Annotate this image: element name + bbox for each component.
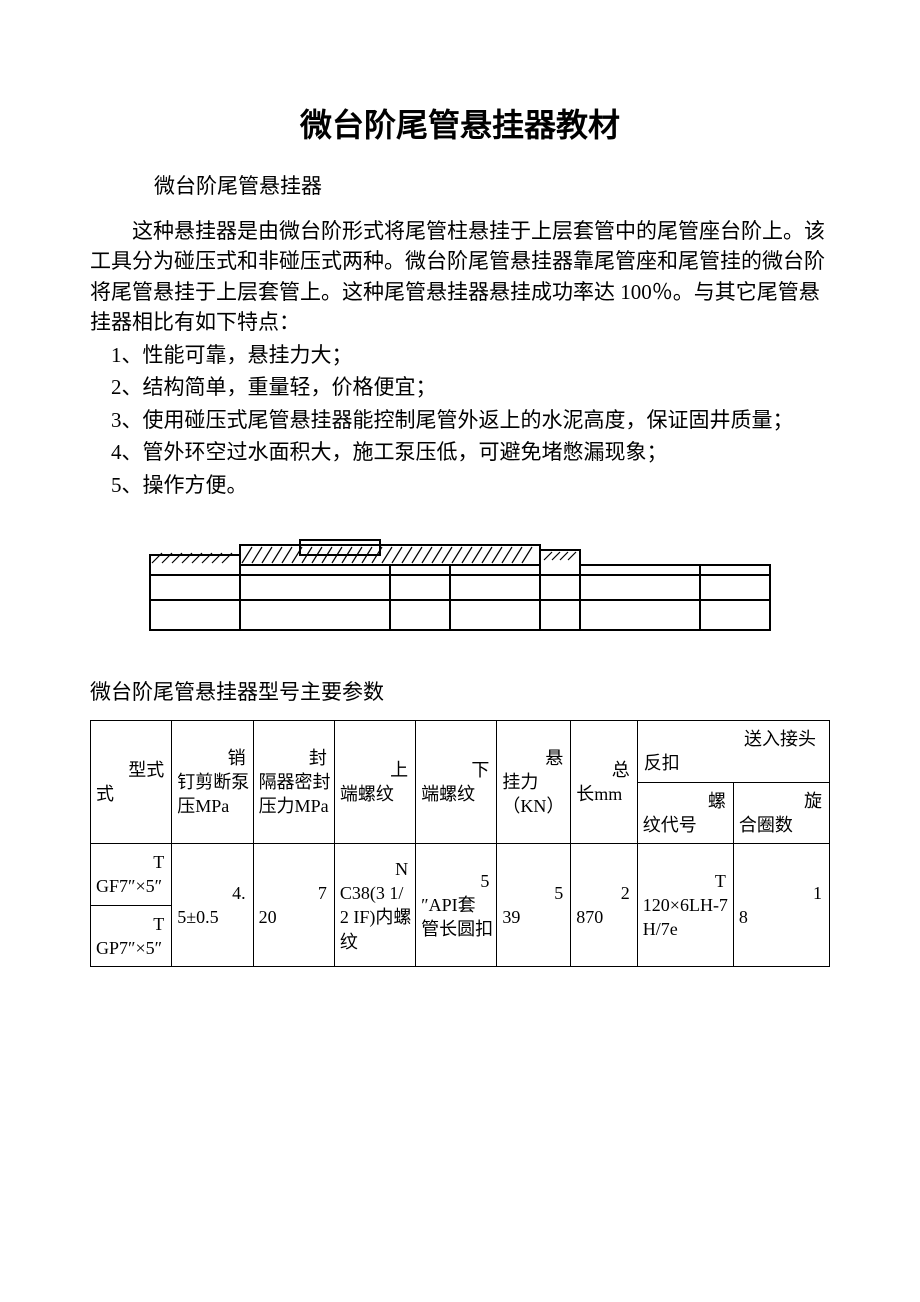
- point-5: 5、操作方便。: [111, 470, 830, 500]
- point-1: 1、性能可靠，悬挂力大；: [111, 340, 830, 370]
- col-length: 总 长mm: [571, 720, 638, 843]
- subtitle: 微台阶尾管悬挂器: [154, 170, 830, 200]
- col-top-thread: 上 端螺纹: [334, 720, 415, 843]
- intro-paragraph: 这种悬挂器是由微台阶形式将尾管柱悬挂于上层套管中的尾管座台阶上。该工具分为碰压式…: [90, 216, 830, 338]
- table-header-row-1: 型式 式 销 钉剪断泵压MPa 封 隔器密封压力MPa 上 端螺纹 下 端螺纹 …: [91, 720, 830, 782]
- point-2: 2、结构简单，重量轻，价格便宜；: [111, 372, 830, 402]
- col-bottom-thread: 下 端螺纹: [416, 720, 497, 843]
- col-type: 型式 式: [91, 720, 172, 843]
- cell-pin: 4. 5±0.5: [172, 844, 253, 967]
- cell-seal: 7 20: [253, 844, 334, 967]
- col-joint: 送入接头 反扣: [637, 720, 829, 782]
- cell-turns: 1 8: [733, 844, 829, 967]
- col-seal-pressure: 封 隔器密封压力MPa: [253, 720, 334, 843]
- cell-force: 5 39: [497, 844, 571, 967]
- params-table: 型式 式 销 钉剪断泵压MPa 封 隔器密封压力MPa 上 端螺纹 下 端螺纹 …: [90, 720, 830, 967]
- cell-top-thread: N C38(3 1/2 IF)内螺纹: [334, 844, 415, 967]
- table-row: T GF7″×5″ 4. 5±0.5 7 20 N C38(3 1/2 IF)内…: [91, 844, 830, 906]
- cell-type-2: T GP7″×5″: [91, 905, 172, 967]
- col-pin-pressure: 销 钉剪断泵压MPa: [172, 720, 253, 843]
- cell-length: 2 870: [571, 844, 638, 967]
- cell-type-1: T GF7″×5″: [91, 844, 172, 906]
- cell-thread-code: T 120×6LH-7H/7e: [637, 844, 733, 967]
- col-thread-code: 螺 纹代号: [637, 782, 733, 844]
- cell-bottom-thread: 5 ″API套管长圆扣: [416, 844, 497, 967]
- point-3: 3、使用碰压式尾管悬挂器能控制尾管外返上的水泥高度，保证固井质量；: [111, 405, 830, 435]
- page-title: 微台阶尾管悬挂器教材: [90, 100, 830, 146]
- col-hang-force: 悬 挂力（KN）: [497, 720, 571, 843]
- table-title: 微台阶尾管悬挂器型号主要参数: [90, 676, 830, 706]
- point-4: 4、管外环空过水面积大，施工泵压低，可避免堵憋漏现象；: [111, 437, 830, 467]
- col-turns: 旋 合圈数: [733, 782, 829, 844]
- hanger-diagram: [140, 520, 780, 650]
